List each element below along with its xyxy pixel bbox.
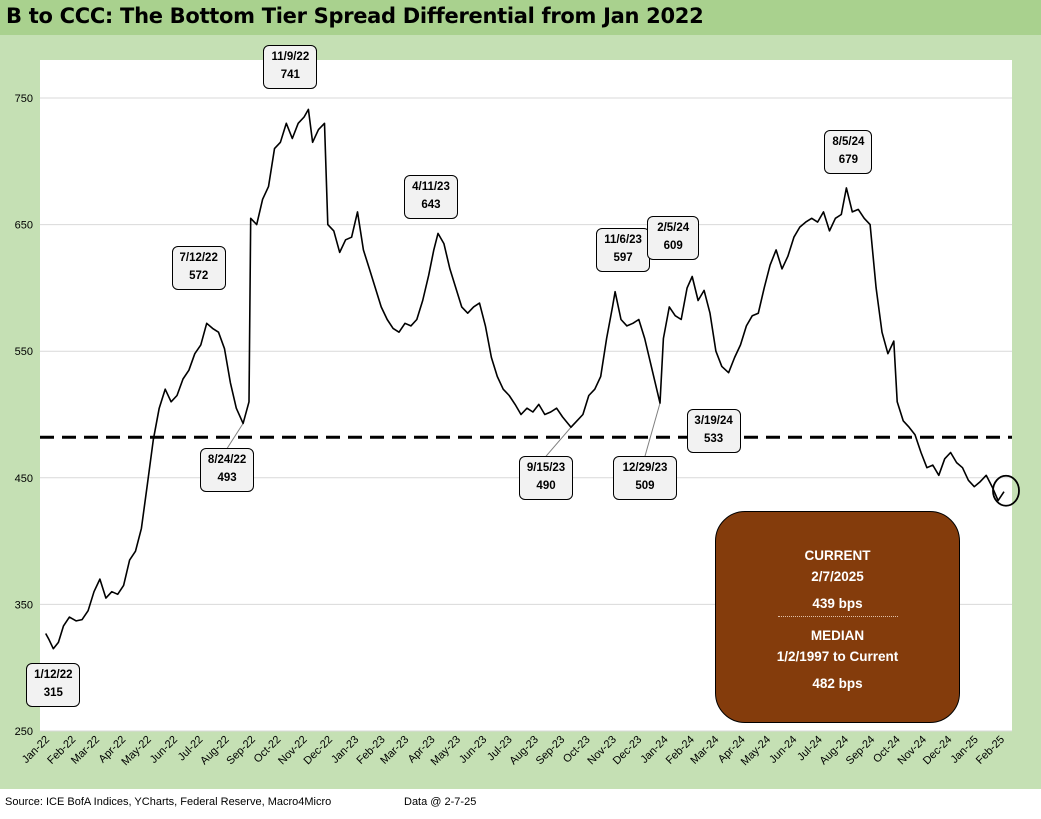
annotation-leader [644, 402, 661, 457]
x-tick-label: Jun-24 [767, 734, 799, 766]
annotation-date: 2/5/24 [657, 222, 690, 235]
title-band: B to CCC: The Bottom Tier Spread Differe… [0, 0, 1041, 35]
current-date: 2/7/2025 [811, 569, 864, 584]
current-point-circle [992, 474, 1020, 507]
x-tick-label: Sep-23 [534, 734, 568, 768]
annotation-value: 741 [280, 69, 300, 82]
annotation-date: 1/12/22 [34, 668, 73, 681]
annotation-callout: 11/9/22 741 [263, 45, 318, 90]
current-label: CURRENT [804, 548, 871, 563]
current-value: 439 bps [812, 596, 863, 611]
y-tick-label: 550 [15, 346, 33, 358]
summary-divider [778, 616, 898, 617]
annotation-date: 7/12/22 [179, 252, 218, 265]
x-tick-label: Jun-23 [457, 734, 489, 766]
annotation-leader [545, 426, 572, 457]
x-tick-label: Dec-22 [302, 734, 336, 768]
x-axis: Jan-22Feb-22Mar-22Apr-22May-22Jun-22Jul-… [20, 734, 1007, 768]
annotation-value: 679 [838, 153, 858, 166]
annotation-callout: 9/15/23 490 [519, 456, 574, 501]
annotation-callout: 8/5/24 679 [824, 129, 873, 174]
source-note: Source: ICE BofA Indices, YCharts, Feder… [5, 796, 332, 808]
annotation-date: 8/5/24 [832, 135, 865, 148]
annotation-callout: 4/11/23 643 [403, 175, 458, 220]
annotation-value: 490 [536, 480, 556, 493]
annotation-value: 315 [43, 686, 63, 699]
x-tick-label: Sep-24 [844, 734, 878, 768]
y-tick-label: 750 [15, 93, 33, 105]
annotation-value: 533 [704, 432, 724, 445]
annotation-date: 8/24/22 [207, 454, 247, 467]
annotation-value: 572 [189, 270, 209, 283]
median-range: 1/2/1997 to Current [776, 649, 899, 664]
chart-title: B to CCC: The Bottom Tier Spread Differe… [6, 4, 704, 28]
annotation-date: 12/29/23 [622, 462, 668, 475]
annotation-value: 643 [421, 199, 441, 212]
annotation-date: 3/19/24 [694, 414, 733, 427]
annotation-value: 493 [217, 472, 237, 485]
annotation-callout: 12/29/23 509 [612, 456, 677, 501]
annotation-date: 11/9/22 [271, 51, 310, 64]
y-tick-label: 250 [15, 726, 33, 738]
annotation-callout: 8/24/22 493 [200, 448, 255, 493]
annotation-callout: 11/6/23 597 [596, 227, 651, 272]
y-tick-label: 650 [15, 220, 33, 232]
x-tick-label: Dec-23 [611, 734, 645, 768]
x-tick-label: Dec-24 [921, 734, 955, 768]
data-date-note: Data @ 2-7-25 [404, 796, 477, 808]
y-tick-label: 450 [15, 473, 33, 485]
annotation-value: 597 [613, 251, 633, 264]
median-label: MEDIAN [810, 628, 865, 643]
leader-lines [226, 402, 661, 457]
x-tick-label: Jun-22 [148, 734, 180, 766]
annotation-callout: 7/12/22 572 [171, 246, 226, 291]
annotation-date: 9/15/23 [526, 462, 566, 475]
y-tick-label: 350 [15, 599, 33, 611]
x-tick-label: Feb-25 [974, 734, 1007, 767]
x-tick-label: Sep-22 [224, 734, 258, 768]
y-axis: 250 350 450 550 650 750 [15, 93, 33, 738]
annotation-callout: 2/5/24 609 [647, 216, 700, 261]
annotation-value: 609 [663, 240, 683, 253]
summary-box: CURRENT 2/7/2025 439 bps MEDIAN 1/2/1997… [715, 511, 960, 723]
annotation-value: 509 [635, 480, 655, 493]
annotation-callout: 3/19/24 533 [686, 408, 741, 453]
annotation-leader [226, 423, 244, 449]
series-line [44, 108, 1005, 650]
annotation-callout: 1/12/22 315 [26, 662, 81, 707]
median-value: 482 bps [812, 676, 863, 691]
annotation-date: 11/6/23 [604, 233, 642, 246]
annotation-date: 4/11/23 [412, 181, 450, 194]
